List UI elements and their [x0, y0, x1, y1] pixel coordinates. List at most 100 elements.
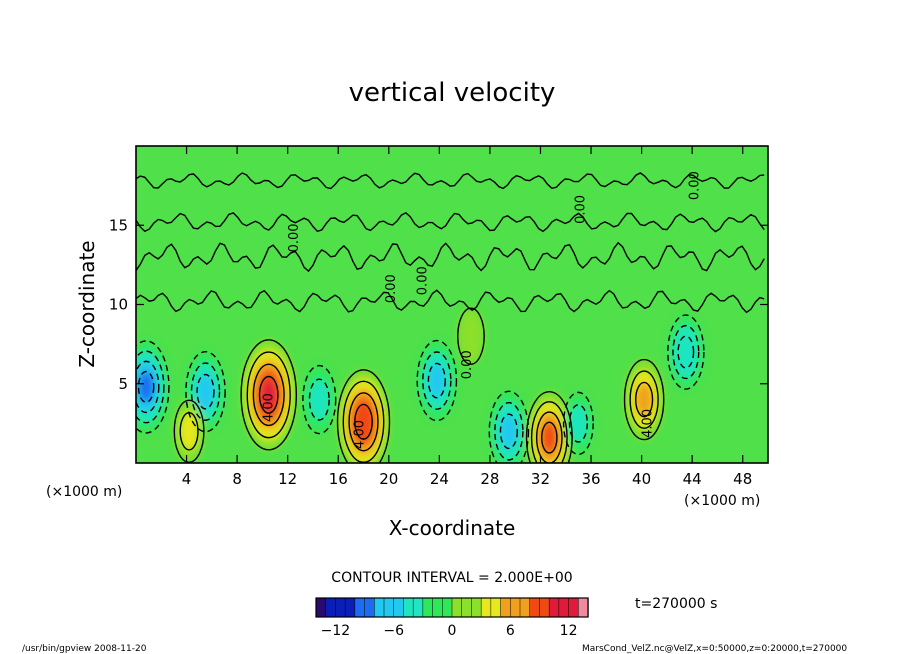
x-tick-label: 36	[581, 470, 600, 488]
x-tick-label: 48	[733, 470, 752, 488]
colorbar-bin	[490, 597, 502, 618]
contour-line-4-3	[354, 403, 373, 440]
footer-right-note: MarsCond_VelZ.nc@VelZ,x=0:50000,z=0:2000…	[582, 644, 847, 654]
x-tick-label: 16	[329, 470, 348, 488]
contour-label: 4.00	[262, 393, 277, 422]
colorbar-bin	[412, 597, 424, 618]
y-tick-label: 10	[109, 296, 128, 314]
chart-title: vertical velocity	[349, 78, 556, 108]
contour-line-5-2	[427, 362, 446, 399]
colorbar-bin	[374, 597, 385, 618]
contour-line-0-2	[136, 360, 160, 414]
colorbar-bin	[568, 597, 579, 618]
colorbar-bin	[335, 597, 346, 618]
velocity-cell-12-level-0	[457, 308, 485, 365]
contour-line-0-1	[136, 350, 165, 424]
contour-label: 0.00	[416, 266, 431, 295]
x-tick-label: 28	[480, 470, 499, 488]
y-tick-label: 5	[118, 375, 128, 393]
contour-line-0-0	[136, 340, 170, 434]
x-tick-label: 44	[683, 470, 702, 488]
plot-background	[136, 146, 768, 463]
x-tick-label: 4	[182, 470, 192, 488]
velocity-cell-6-level-2	[500, 414, 518, 449]
colorbar-bin	[432, 597, 443, 618]
contour-line-2-0	[240, 339, 298, 451]
contour-label: 4.00	[353, 420, 368, 449]
time-label: t=270000 s	[635, 596, 717, 612]
colorbar-bin	[442, 597, 453, 618]
contour-line-10-1	[672, 324, 700, 380]
contour-interval-text: CONTOUR INTERVAL = 2.000E+00	[331, 570, 572, 586]
contour-line-2-3	[258, 375, 279, 414]
colorbar-bin	[315, 597, 327, 618]
colorbar-bin	[519, 597, 531, 618]
contour-line-6-1	[494, 402, 524, 461]
velocity-cell-9-level-2	[635, 382, 653, 417]
contour-line-3-1	[308, 378, 330, 421]
contour-zero-band-high	[136, 211, 765, 233]
footer-left-note: /usr/bin/gpview 2008-11-20	[22, 644, 147, 654]
contour-zero-band-mid	[136, 241, 765, 273]
colorbar-tick-label: 12	[560, 623, 578, 639]
x-unit-right: (×1000 m)	[684, 493, 760, 509]
colorbar-tick-label: −12	[321, 623, 351, 639]
velocity-cell-10-level-2	[678, 336, 694, 368]
velocity-cell-7-level-3	[541, 422, 557, 453]
contour-line-6-0	[488, 390, 530, 463]
contour-label: 4.00	[641, 409, 656, 438]
velocity-cell-0-level-3	[138, 371, 154, 403]
contour-line-10-2	[677, 335, 695, 369]
colorbar-tick-label: 6	[506, 623, 515, 639]
contour-line-5-0	[416, 339, 458, 422]
contour-label: 0.00	[574, 195, 589, 224]
contour-line-0-3	[137, 370, 155, 403]
x-tick-label: 8	[232, 470, 242, 488]
colorbar-frame	[315, 597, 589, 618]
contour-line-7-1	[530, 401, 568, 463]
x-tick-label: 12	[278, 470, 297, 488]
contour-label: 0.00	[384, 274, 399, 303]
contour-zero-band-low	[136, 289, 765, 314]
x-axis-label: X-coordinate	[389, 516, 516, 540]
colorbar-bin	[403, 597, 414, 618]
velocity-cell-5-level-2	[428, 363, 446, 398]
colorbar-bin	[480, 597, 492, 618]
contour-label: 0.00	[687, 171, 702, 200]
colorbar-bin	[558, 597, 570, 618]
contour-line-3-0	[302, 364, 337, 435]
y-axis-label: Z-coordinate	[75, 240, 99, 367]
contour-line-4-2	[348, 392, 379, 452]
contour-line-11-1	[179, 411, 199, 451]
colorbar-bin	[471, 597, 482, 618]
contour-line-1-0	[185, 350, 226, 433]
x-tick-label: 24	[430, 470, 449, 488]
contour-line-9-1	[629, 370, 659, 429]
velocity-cell-1-level-2	[197, 374, 214, 409]
colorbar-tick-label: −6	[383, 623, 404, 639]
velocity-cell-3-level-1	[309, 379, 330, 420]
x-tick-label: 32	[531, 470, 550, 488]
colorbar-bin	[539, 597, 550, 618]
colorbar-bin	[422, 597, 434, 618]
colorbar-bin	[325, 597, 337, 618]
contour-label: 0.00	[287, 223, 302, 252]
colorbar-bin	[461, 597, 473, 618]
colorbar-bin	[500, 597, 511, 618]
x-tick-label: 40	[632, 470, 651, 488]
colorbar: −12 −6 0 6 12	[315, 597, 589, 639]
contour-line-7-2	[535, 411, 563, 463]
velocity-cell-4-level-4	[356, 407, 371, 436]
contour-line-1-2	[196, 373, 215, 410]
contour-upper	[136, 172, 765, 190]
plot-area	[136, 146, 768, 463]
colorbar-bin	[578, 597, 589, 618]
contour-line-7-0	[525, 390, 573, 463]
contour-line-7-3	[541, 421, 558, 454]
contour-line-9-2	[635, 381, 654, 418]
contour-line-8-1	[568, 404, 588, 443]
contour-line-5-1	[422, 351, 452, 410]
colorbar-bin	[510, 597, 521, 618]
colorbar-bin	[393, 597, 405, 618]
